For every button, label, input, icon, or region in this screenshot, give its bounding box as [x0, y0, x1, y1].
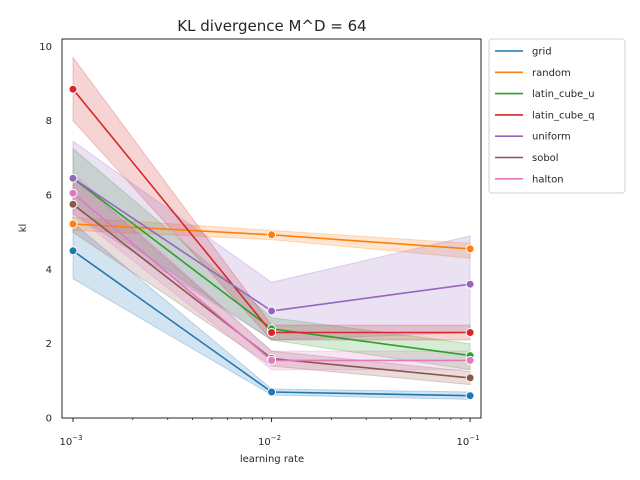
legend-label-grid: grid — [532, 47, 552, 58]
point-latin_cube_q-0 — [68, 84, 78, 94]
point-sobol-0 — [68, 199, 78, 209]
x-tick-label: 10−2 — [258, 434, 281, 448]
y-tick-label: 2 — [46, 339, 52, 350]
legend-box — [488, 38, 626, 194]
point-random-2 — [465, 244, 475, 254]
legend-label-latin_cube_u: latin_cube_u — [532, 89, 595, 100]
point-uniform-2 — [465, 279, 475, 289]
x-tick-label: 10−3 — [59, 434, 82, 448]
point-latin_cube_q-1 — [267, 328, 277, 337]
point-uniform-1 — [267, 306, 277, 316]
legend-label-sobol: sobol — [532, 153, 559, 164]
band-halton — [72, 171, 471, 371]
point-grid-2 — [465, 391, 475, 401]
legend-label-latin_cube_q: latin_cube_q — [532, 110, 595, 121]
series-markers — [68, 84, 475, 401]
y-tick-label: 10 — [39, 42, 52, 53]
y-tick-label: 6 — [46, 191, 52, 202]
x-tick-label: 10−1 — [457, 434, 480, 448]
legend-label-random: random — [532, 68, 571, 79]
point-random-0 — [68, 219, 78, 229]
chart-title: KL divergence M^D = 64 — [177, 17, 366, 35]
point-halton-2 — [465, 355, 475, 365]
x-axis-label: learning rate — [240, 454, 304, 465]
point-latin_cube_q-2 — [465, 328, 475, 337]
y-tick-label: 4 — [46, 265, 52, 276]
x-axis-ticks: 10−3 10−2 10−1 — [59, 418, 480, 448]
point-uniform-0 — [68, 173, 78, 183]
legend-label-halton: halton — [532, 174, 564, 185]
point-grid-0 — [68, 246, 78, 256]
y-axis-ticks: 0 2 4 6 8 10 — [39, 42, 52, 425]
legend-label-uniform: uniform — [532, 132, 571, 143]
legend: grid random latin_cube_u latin_cube_qunifor… — [488, 38, 626, 194]
y-tick-label: 0 — [46, 414, 52, 425]
point-halton-0 — [68, 188, 78, 198]
point-grid-1 — [267, 387, 277, 397]
point-random-1 — [267, 230, 277, 240]
point-sobol-2 — [465, 373, 475, 383]
y-axis-label: kl — [18, 224, 29, 233]
y-tick-label: 8 — [46, 116, 52, 127]
band-sobol — [72, 175, 471, 386]
point-halton-1 — [267, 355, 277, 365]
